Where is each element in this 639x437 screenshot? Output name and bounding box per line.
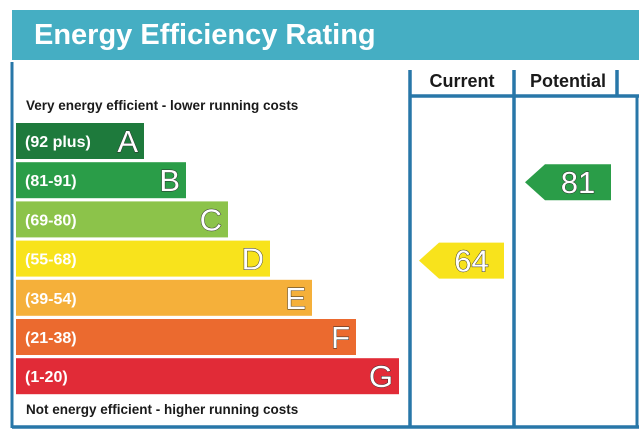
potential-arrow-shape: [525, 164, 611, 201]
band-letter: F: [331, 320, 350, 355]
bottom-caption: Not energy efficient - higher running co…: [26, 402, 298, 417]
column-header-current: Current: [429, 71, 494, 91]
band-g: (1-20) G: [16, 358, 399, 395]
current-arrow-shape: [419, 242, 504, 279]
band-range-label: (21-38): [25, 330, 77, 347]
band-range-label: (55-68): [25, 252, 77, 269]
band-range-label: (81-91): [25, 173, 77, 190]
band-bar: [16, 240, 270, 277]
chart-title: Energy Efficiency Rating: [34, 19, 376, 51]
rating-arrows: 64 81: [419, 164, 611, 279]
title-bar: [12, 10, 639, 60]
band-e: (39-54) E: [16, 279, 312, 316]
band-letter: G: [369, 359, 393, 394]
band-bar: [16, 358, 399, 395]
current-rating-arrow: 64: [419, 242, 504, 279]
band-letter: D: [242, 242, 264, 277]
band-range-label: (92 plus): [25, 134, 91, 151]
band-letter: B: [159, 163, 180, 198]
band-bar: [16, 123, 144, 159]
band-range-label: (69-80): [25, 212, 77, 229]
band-letter: C: [200, 202, 222, 237]
top-caption: Very energy efficient - lower running co…: [26, 98, 298, 113]
band-bar: [16, 162, 186, 199]
band-b: (81-91) B: [16, 162, 186, 199]
band-letter: E: [285, 281, 306, 316]
band-f: (21-38) F: [16, 319, 356, 355]
band-range-label: (39-54): [25, 291, 77, 308]
potential-rating-arrow: 81: [525, 164, 611, 201]
current-rating-value: 64: [454, 244, 488, 279]
band-bar: [16, 319, 356, 355]
chart-frame: [10, 62, 639, 429]
band-bar: [16, 201, 228, 238]
band-letter: A: [117, 124, 138, 159]
rating-bands: (92 plus) A(81-91) B(69-80) C(55-68) D(39-54…: [16, 123, 399, 395]
band-bar: [16, 279, 312, 316]
band-a: (92 plus) A: [16, 123, 144, 159]
potential-rating-value: 81: [561, 165, 595, 200]
band-range-label: (1-20): [25, 369, 68, 386]
column-header-potential: Potential: [530, 71, 606, 91]
band-d: (55-68) D: [16, 240, 270, 277]
band-c: (69-80) C: [16, 201, 228, 238]
